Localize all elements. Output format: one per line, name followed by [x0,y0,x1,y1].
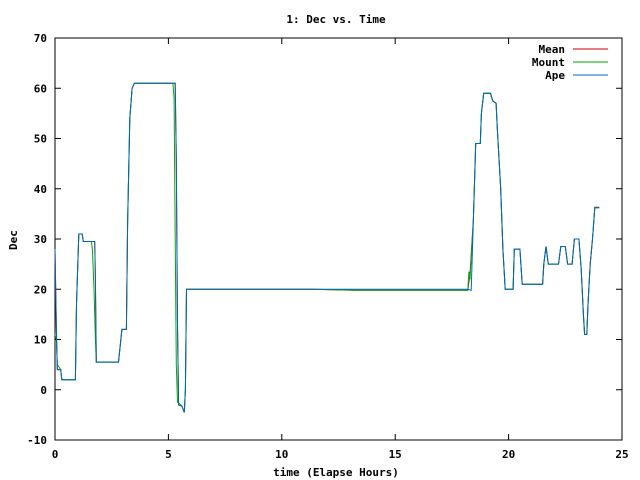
x-tick-label: 0 [52,448,59,461]
x-tick-label: 10 [275,448,288,461]
y-tick-label: 0 [40,384,47,397]
y-axis-label: Dec [7,230,20,250]
y-tick-label: 50 [34,133,47,146]
y-tick-label: -10 [27,434,47,447]
y-tick-label: 20 [34,283,47,296]
y-tick-label: 40 [34,183,47,196]
y-tick-label: 30 [34,233,47,246]
x-tick-label: 25 [615,448,628,461]
plot-frame [54,37,623,441]
series-line-mount [54,82,600,413]
chart-title: 1: Dec vs. Time [286,13,386,26]
y-tick-label: 70 [34,32,47,45]
series-line-ape [54,82,600,413]
series-line-mean [54,82,600,413]
x-axis-label: time (Elapse Hours) [273,466,399,479]
y-tick-label: 10 [34,334,47,347]
legend-label-mean: Mean [539,43,566,56]
series-layer [54,82,600,413]
axis-ticks: -10 0 10 20 30 40 50 60 70 0 5 10 15 20 25 [27,32,629,461]
x-tick-label: 20 [502,448,515,461]
x-tick-label: 5 [165,448,172,461]
legend-label-ape: Ape [545,69,565,82]
x-tick-label: 15 [389,448,402,461]
legend-label-mount: Mount [532,56,565,69]
y-tick-label: 60 [34,82,47,95]
